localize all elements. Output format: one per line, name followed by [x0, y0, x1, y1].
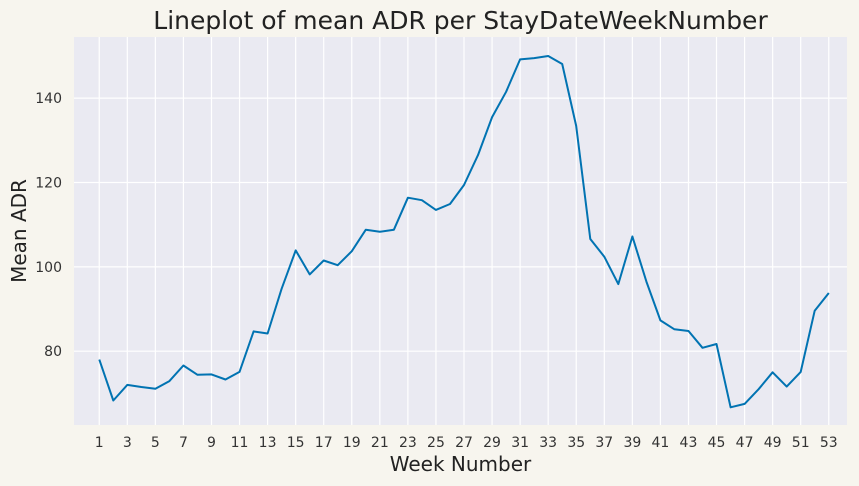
x-tick-label: 47	[736, 435, 754, 451]
y-tick-label: 80	[44, 344, 62, 360]
x-tick-label: 25	[427, 435, 445, 451]
y-tick-label: 100	[35, 260, 62, 276]
x-tick-label: 39	[623, 435, 641, 451]
x-tick-label: 5	[151, 435, 160, 451]
x-tick-labels: 1 3 5 7 9 11 13 15 17 19 21 23 25 27 29 31 33 35 37 39 41 43 4…	[95, 435, 838, 451]
x-tick-label: 43	[680, 435, 698, 451]
x-tick-label: 19	[343, 435, 361, 451]
x-tick-label: 45	[708, 435, 726, 451]
y-tick-label: 140	[35, 91, 62, 107]
x-tick-label: 51	[792, 435, 810, 451]
chart-title: Lineplot of mean ADR per StayDateWeekNum…	[153, 6, 768, 35]
x-tick-label: 37	[595, 435, 613, 451]
x-tick-label: 41	[651, 435, 669, 451]
x-tick-label: 29	[483, 435, 501, 451]
x-tick-label: 21	[371, 435, 389, 451]
x-tick-label: 23	[399, 435, 417, 451]
x-tick-label: 49	[764, 435, 782, 451]
y-axis-label: Mean ADR	[7, 179, 31, 283]
x-tick-label: 53	[820, 435, 838, 451]
grid-lines	[74, 37, 847, 425]
x-tick-label: 13	[259, 435, 277, 451]
series-lines	[98, 55, 830, 409]
x-tick-label: 7	[179, 435, 188, 451]
x-tick-label: 3	[123, 435, 132, 451]
y-tick-label: 120	[35, 176, 62, 192]
x-tick-label: 27	[455, 435, 473, 451]
x-tick-label: 9	[207, 435, 216, 451]
plot-area	[74, 37, 847, 425]
x-tick-label: 1	[95, 435, 104, 451]
x-axis-label: Week Number	[390, 452, 532, 476]
x-tick-label: 11	[231, 435, 249, 451]
x-tick-label: 17	[315, 435, 333, 451]
x-tick-label: 33	[539, 435, 557, 451]
x-tick-label: 31	[511, 435, 529, 451]
x-tick-label: 15	[287, 435, 305, 451]
x-tick-label: 35	[567, 435, 585, 451]
y-tick-labels: 80 100 120 140	[35, 91, 62, 360]
series-line	[98, 55, 830, 409]
